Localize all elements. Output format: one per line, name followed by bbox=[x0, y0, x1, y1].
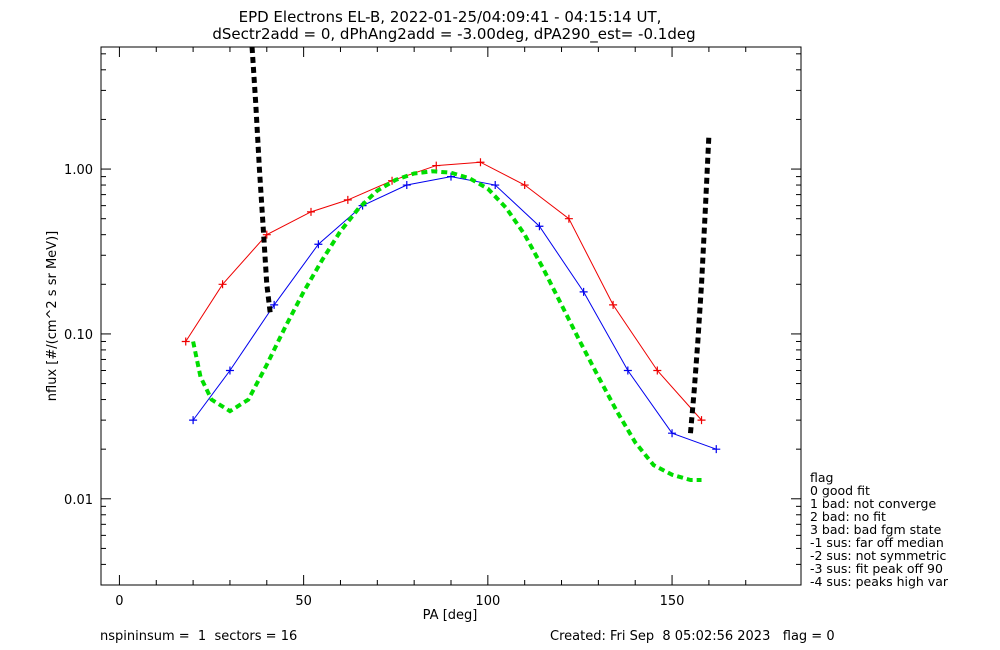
x-tick-label: 100 bbox=[475, 594, 500, 609]
legend-entry: 2 bad: no fit bbox=[810, 509, 886, 524]
series-line-black bbox=[249, 47, 273, 316]
y-tick-label: 0.01 bbox=[64, 493, 93, 508]
legend-entry: -3 sus: fit peak off 90 bbox=[810, 561, 943, 576]
chart-title: EPD Electrons EL-B, 2022-01-25/04:09:41 … bbox=[239, 8, 662, 26]
series-point-red bbox=[218, 280, 227, 289]
legend-entry: -4 sus: peaks high var bbox=[810, 574, 949, 589]
footer-left: nspininsum = 1 sectors = 16 bbox=[100, 629, 297, 644]
series-point-red bbox=[564, 214, 573, 223]
series-point-red bbox=[697, 416, 706, 425]
series-line-blue bbox=[192, 176, 717, 450]
x-axis-label: PA [deg] bbox=[423, 608, 478, 623]
series-point-blue bbox=[623, 366, 632, 375]
series-point-blue bbox=[402, 181, 411, 190]
series-point-red bbox=[343, 195, 352, 204]
legend-entry: -2 sus: not symmetric bbox=[810, 548, 946, 563]
y-axis-label: nflux [#/(cm^2 s sr MeV)] bbox=[45, 231, 60, 401]
series-line-green bbox=[191, 169, 702, 483]
x-tick-label: 0 bbox=[115, 594, 123, 609]
series-point-blue bbox=[535, 222, 544, 231]
tick-layer: 0 50 100 150 0.01 0.10 1.00 bbox=[64, 47, 801, 609]
series-point-red bbox=[262, 230, 271, 239]
series-line-black bbox=[687, 135, 712, 434]
series-point-red bbox=[520, 181, 529, 190]
legend-entry: -1 sus: far off median bbox=[810, 535, 944, 550]
series-point-blue bbox=[225, 366, 234, 375]
series-point-blue bbox=[189, 416, 198, 425]
series-point-red bbox=[476, 158, 485, 167]
series-point-red bbox=[307, 207, 315, 216]
series-point-blue bbox=[668, 429, 677, 438]
y-tick-label: 1.00 bbox=[64, 163, 93, 178]
series-point-red bbox=[653, 366, 662, 375]
legend-entry: 1 bad: not converge bbox=[810, 496, 936, 511]
legend-entry: 3 bad: bad fgm state bbox=[810, 522, 942, 537]
series-point-red bbox=[432, 161, 441, 170]
series-point-red bbox=[609, 300, 618, 309]
footer-right: Created: Fri Sep 8 05:02:56 2023 flag = … bbox=[550, 629, 835, 644]
chart-subtitle: dSectr2add = 0, dPhAng2add = -3.00deg, d… bbox=[212, 25, 695, 44]
plot-frame bbox=[100, 46, 802, 586]
x-tick-label: 50 bbox=[295, 594, 312, 609]
data-layer bbox=[181, 47, 721, 483]
series-point-blue bbox=[314, 240, 323, 249]
legend-entry: 0 good fit bbox=[810, 483, 870, 498]
x-tick-label: 150 bbox=[660, 594, 685, 609]
series-point-blue bbox=[579, 287, 588, 296]
legend: flag 0 good fit 1 bad: not converge 2 ba… bbox=[810, 470, 949, 589]
series-point-red bbox=[181, 337, 190, 346]
series-point-blue bbox=[270, 300, 279, 309]
legend-title: flag bbox=[810, 470, 833, 485]
series-point-blue bbox=[712, 445, 721, 454]
series-point-blue bbox=[491, 181, 500, 190]
y-tick-label: 0.10 bbox=[64, 328, 93, 343]
